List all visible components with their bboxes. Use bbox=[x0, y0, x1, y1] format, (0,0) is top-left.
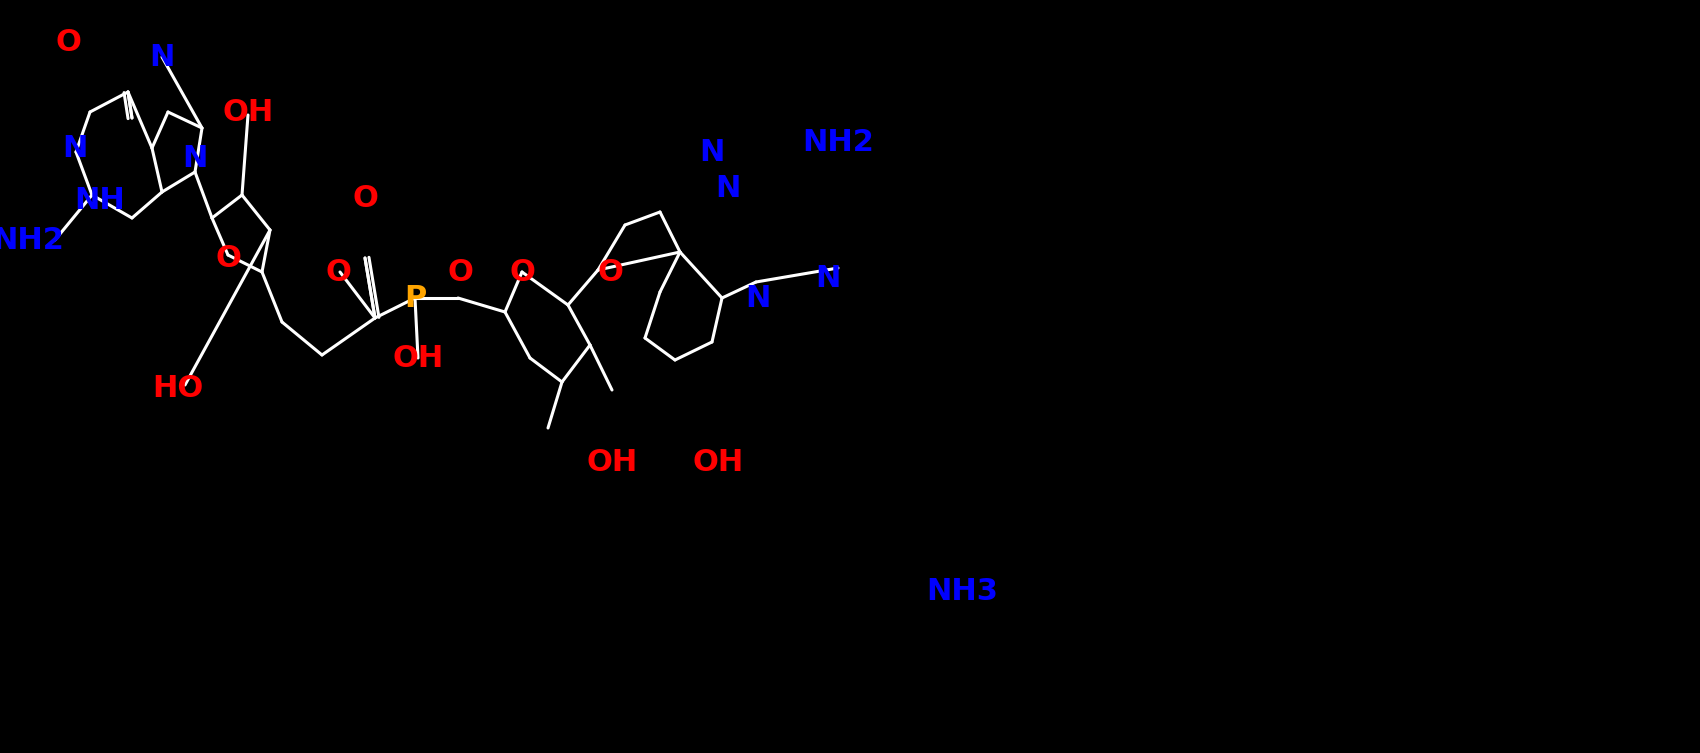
Text: N: N bbox=[816, 264, 842, 292]
Text: N: N bbox=[150, 42, 175, 72]
Text: O: O bbox=[216, 243, 241, 273]
Text: N: N bbox=[63, 133, 88, 163]
Text: OH: OH bbox=[223, 97, 274, 127]
Text: N: N bbox=[716, 173, 741, 203]
Text: P: P bbox=[405, 283, 427, 312]
Text: HO: HO bbox=[153, 373, 204, 403]
Text: O: O bbox=[352, 184, 377, 212]
Text: NH3: NH3 bbox=[927, 578, 998, 606]
Text: NH2: NH2 bbox=[0, 225, 65, 255]
Text: N: N bbox=[699, 138, 724, 166]
Text: NH2: NH2 bbox=[802, 127, 874, 157]
Text: NH: NH bbox=[75, 185, 126, 215]
Text: O: O bbox=[325, 258, 350, 286]
Text: OH: OH bbox=[586, 447, 638, 477]
Text: OH: OH bbox=[692, 447, 743, 477]
Text: O: O bbox=[54, 28, 82, 56]
Text: N: N bbox=[182, 144, 207, 172]
Text: O: O bbox=[508, 258, 536, 286]
Text: O: O bbox=[597, 258, 622, 286]
Text: O: O bbox=[447, 258, 473, 286]
Text: OH: OH bbox=[393, 343, 444, 373]
Text: N: N bbox=[745, 283, 770, 312]
